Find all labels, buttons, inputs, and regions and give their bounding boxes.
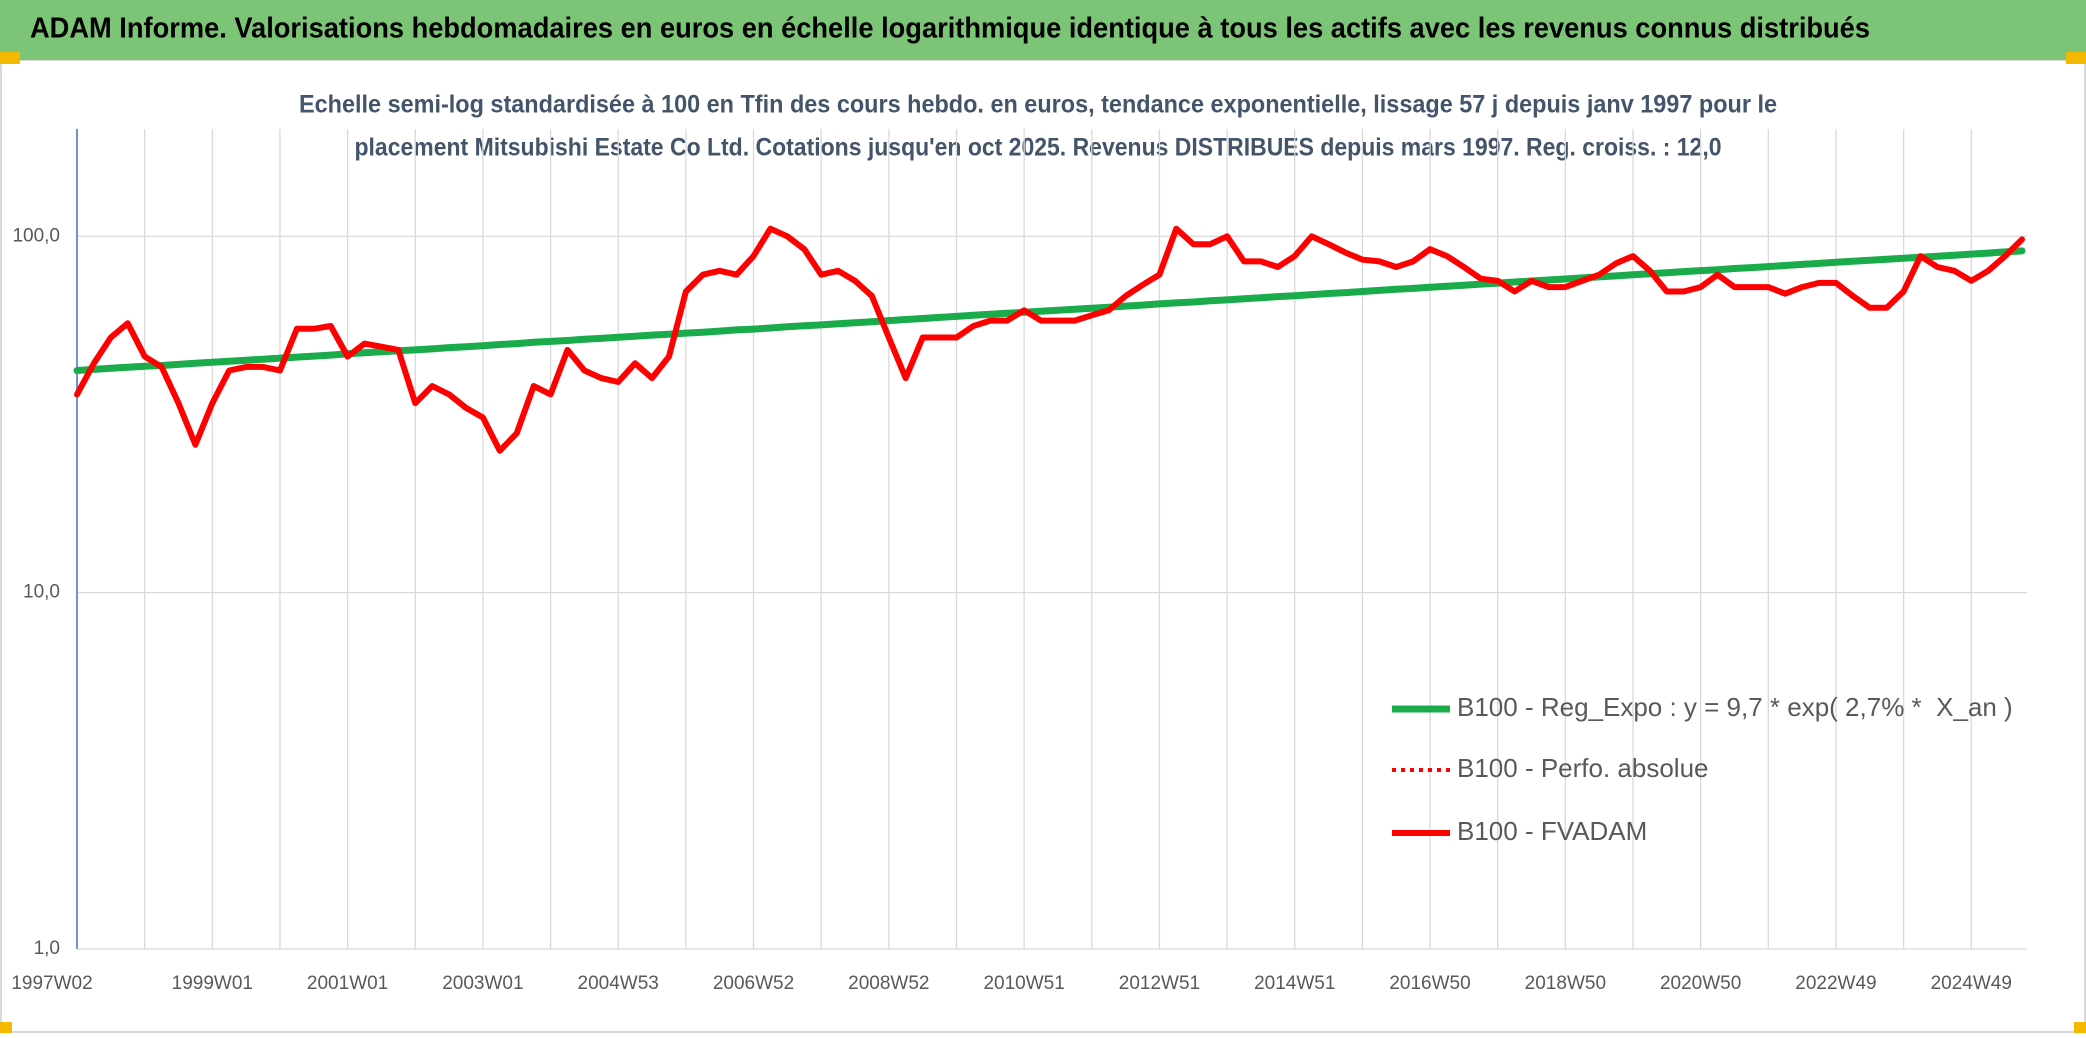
x-tick-label: 2008W52 xyxy=(848,973,929,994)
x-tick-label: 2024W49 xyxy=(1931,973,2012,994)
x-tick-label: 2003W01 xyxy=(442,973,523,994)
page-title: ADAM Informe. Valorisations hebdomadaire… xyxy=(30,13,1870,45)
x-tick-label: 2014W51 xyxy=(1254,973,1335,994)
corner xyxy=(0,1022,12,1033)
series-line xyxy=(74,225,2025,454)
x-tick-label: 2004W53 xyxy=(578,973,659,994)
x-tick-label: 2001W01 xyxy=(307,973,388,994)
legend-label: B100 - Reg_Expo : y = 9,7 * exp( 2,7% * … xyxy=(1457,692,2013,722)
x-tick-label: 2010W51 xyxy=(983,973,1064,994)
corner xyxy=(0,52,20,64)
legend-label: B100 - FVADAM xyxy=(1457,816,1647,846)
x-tick-label: 2022W49 xyxy=(1795,973,1876,994)
x-tick-label: 2012W51 xyxy=(1119,973,1200,994)
y-tick-label: 10,0 xyxy=(23,582,60,603)
x-tick-label: 2006W52 xyxy=(713,973,794,994)
x-tick-label: 2018W50 xyxy=(1525,973,1606,994)
corner xyxy=(2066,52,2086,64)
x-tick-label: 2016W50 xyxy=(1389,973,1470,994)
corner xyxy=(2074,1022,2086,1033)
y-tick-label: 1,0 xyxy=(34,938,60,959)
x-tick-label: 1997W02 xyxy=(11,973,92,994)
banner xyxy=(0,0,2086,60)
y-tick-label: 100,0 xyxy=(12,225,60,246)
x-tick-label: 2020W50 xyxy=(1660,973,1741,994)
chart-subtitle: Echelle semi-log standardisée à 100 en T… xyxy=(299,91,1777,119)
chart-subtitle: placement Mitsubishi Estate Co Ltd. Cota… xyxy=(355,134,1722,162)
x-tick-label: 1999W01 xyxy=(172,973,253,994)
legend-label: B100 - Perfo. absolue xyxy=(1457,753,1709,783)
